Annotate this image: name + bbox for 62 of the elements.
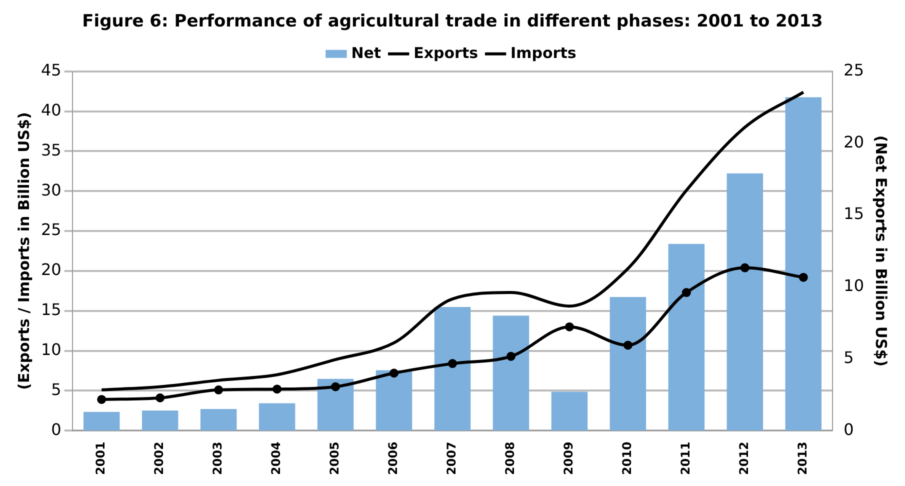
y-tick-label: 30 <box>41 180 62 200</box>
bar <box>668 244 705 431</box>
x-tick-label: 2004 <box>269 442 284 476</box>
point <box>331 382 340 392</box>
bar <box>83 412 120 431</box>
y-tick-label: 5 <box>51 380 62 399</box>
bar <box>610 296 646 431</box>
y2-tick-label: 20 <box>844 132 864 152</box>
legend-label: Net <box>351 44 382 62</box>
chart-title: Figure 6: Performance of agricultural trade in different phases: 2001 to 2013 <box>82 12 823 32</box>
point <box>798 272 808 282</box>
y-tick-label: 15 <box>41 300 62 320</box>
point <box>564 322 574 332</box>
x-tick-label: 2001 <box>94 442 108 476</box>
bar <box>376 370 412 431</box>
x-tick-label: 2013 <box>796 442 810 476</box>
y-tick-label: 40 <box>41 100 62 120</box>
y2-tick-label: 25 <box>844 60 864 80</box>
y2-tick-label: 10 <box>844 276 864 296</box>
bar <box>258 403 296 431</box>
y2-axis-title: (Net Exports in Billion US$) <box>872 135 890 367</box>
legend-label: Imports <box>510 44 576 62</box>
x-tick-label: 2011 <box>678 442 693 476</box>
legend-label: Exports <box>414 44 478 62</box>
point <box>156 393 165 402</box>
y2-tick-label: 15 <box>844 204 864 224</box>
x-tick-label: 2007 <box>444 442 459 476</box>
x-tick-label: 2005 <box>328 442 342 476</box>
bar <box>142 410 178 431</box>
y-tick-label: 20 <box>41 260 62 280</box>
point <box>97 394 106 404</box>
x-tick-label: 2009 <box>562 442 576 476</box>
bar <box>200 409 237 431</box>
y-tick-label: 10 <box>41 340 62 359</box>
line-series <box>100 90 805 392</box>
y-tick-label: 25 <box>41 220 62 240</box>
point <box>682 288 691 298</box>
y2-tick-label: 0 <box>844 420 854 439</box>
point <box>390 368 399 378</box>
point <box>272 384 282 394</box>
x-tick-label: 2006 <box>386 442 400 476</box>
y-tick-label: 0 <box>51 420 62 439</box>
y-tick-label: 45 <box>41 60 62 80</box>
y-axis-title: (Exports / Imports in Billion US$) <box>14 112 33 390</box>
y-tick-label: 35 <box>41 140 62 160</box>
point <box>740 263 750 272</box>
bar <box>492 316 530 431</box>
y2-tick-label: 5 <box>844 348 854 367</box>
x-tick-label: 2003 <box>210 442 225 476</box>
bar <box>434 307 471 431</box>
x-tick-label: 2010 <box>620 442 634 476</box>
x-tick-label: 2002 <box>152 442 166 476</box>
point <box>623 340 632 350</box>
x-tick-label: 2012 <box>737 442 752 476</box>
point <box>506 352 516 361</box>
bar <box>317 378 354 431</box>
bar <box>726 173 764 431</box>
point <box>448 359 457 368</box>
bar <box>785 97 822 431</box>
point <box>214 385 224 394</box>
x-tick-label: 2008 <box>503 442 518 476</box>
bar <box>551 392 588 431</box>
